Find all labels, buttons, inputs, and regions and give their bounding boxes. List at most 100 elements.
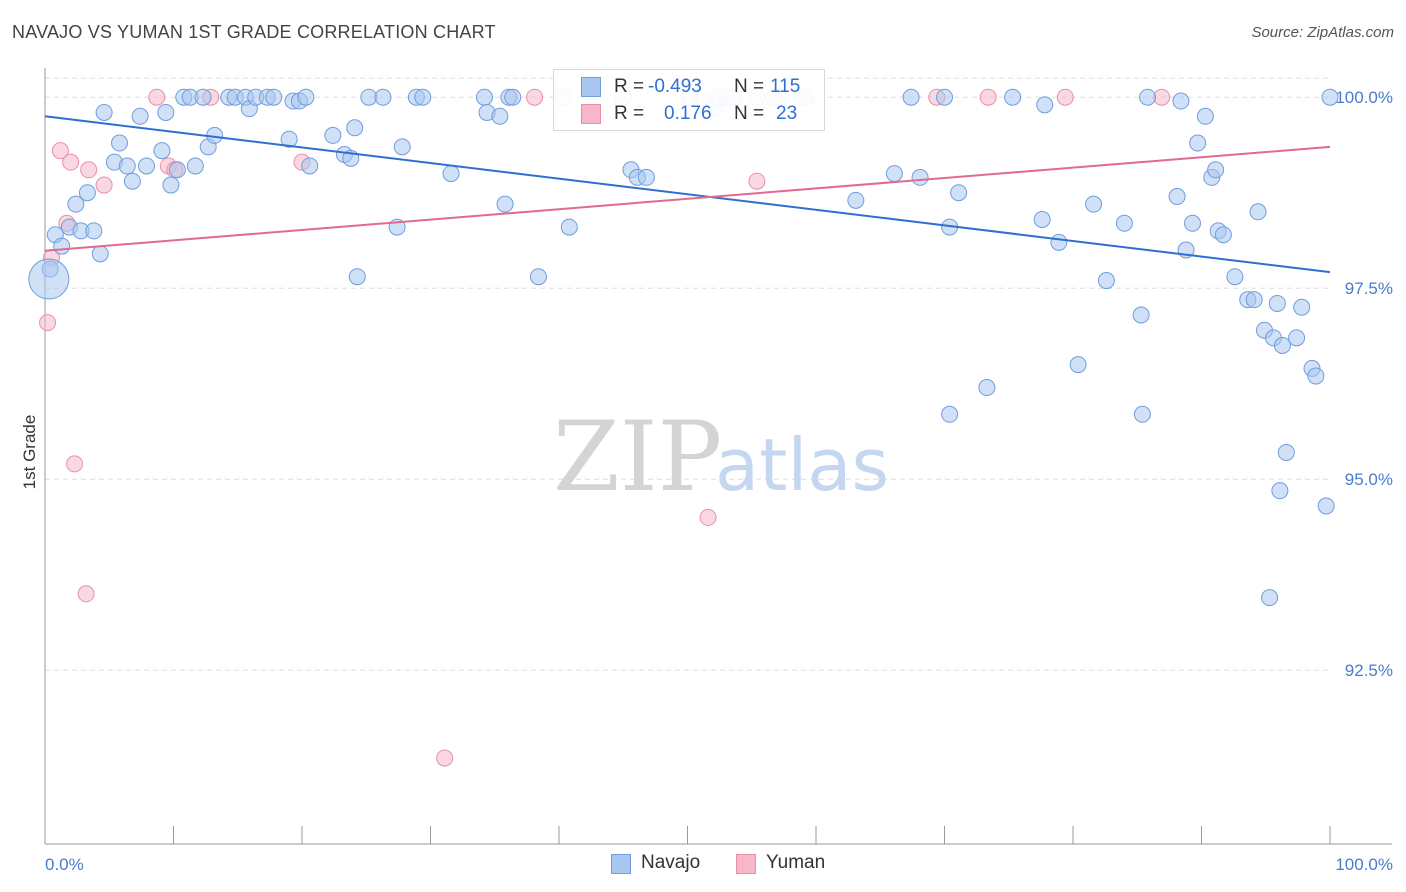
yuman-point — [699, 508, 717, 526]
navajo-point — [1317, 497, 1335, 515]
navajo-point — [393, 138, 411, 156]
navajo-point — [157, 103, 175, 121]
navajo-point — [153, 142, 171, 160]
y-tick-label: 100.0% — [1335, 88, 1393, 107]
x-tick-label: 0.0% — [45, 855, 84, 874]
navajo-point — [67, 195, 85, 213]
navajo-point — [936, 88, 953, 106]
y-tick-label: 95.0% — [1345, 470, 1393, 489]
navajo-point — [91, 245, 109, 263]
gridlines — [45, 77, 1330, 671]
correlation-legend: R = -0.493 N = 115 R = 0.176 N = 23 — [553, 69, 825, 131]
yuman-point — [436, 749, 454, 767]
navajo-point — [95, 103, 113, 121]
yuman-point — [1056, 88, 1074, 106]
yuman-point — [1153, 88, 1171, 106]
navajo-point — [374, 88, 392, 106]
navajo-point — [138, 157, 156, 175]
watermark-zip: ZIP — [553, 401, 722, 513]
navajo-point — [1004, 88, 1022, 106]
navajo-point — [194, 88, 212, 106]
navajo-point — [1277, 443, 1295, 461]
navajo-point — [1196, 107, 1214, 125]
navajo-legend-label: Navajo — [641, 852, 701, 873]
navajo-point — [324, 126, 342, 144]
yuman-point — [39, 314, 57, 332]
y-tick-labels: 100.0% 97.5% 95.0% 92.5% — [1335, 88, 1393, 680]
navajo-point — [360, 88, 378, 106]
yuman-points — [39, 88, 1171, 767]
navajo-point — [950, 184, 968, 202]
trend-lines — [44, 115, 1331, 274]
navajo-point — [1168, 188, 1186, 206]
axes — [44, 68, 1392, 845]
navajo-point — [53, 237, 71, 255]
navajo-point — [1226, 268, 1244, 286]
navajo-point — [560, 218, 578, 236]
navajo-point — [978, 379, 996, 397]
navajo-point — [911, 168, 929, 186]
legend-n-label: N = — [734, 76, 765, 97]
navajo-point — [496, 195, 514, 213]
navajo-point — [1172, 92, 1190, 110]
navajo-point — [1097, 272, 1115, 290]
navajo-point — [348, 268, 366, 286]
legend-r-label: R = — [614, 76, 645, 97]
navajo-point — [1184, 214, 1202, 232]
navajo-point — [78, 184, 96, 202]
watermark-atlas: atlas — [715, 423, 889, 507]
yuman-point — [80, 161, 98, 179]
navajo-point — [1261, 589, 1279, 607]
legend-n-label: N = — [734, 103, 765, 124]
navajo-point — [1273, 337, 1291, 354]
yuman-point — [51, 142, 69, 160]
legend-row-navajo: R = -0.493 N = 115 — [554, 74, 824, 100]
navajo-point — [118, 157, 136, 175]
source-credit: Source: ZipAtlas.com — [1251, 24, 1394, 41]
navajo-point — [297, 88, 315, 106]
y-axis-label: 1st Grade — [20, 415, 39, 490]
navajo-point — [346, 119, 364, 137]
navajo-point — [414, 88, 432, 106]
yuman-point — [148, 88, 166, 106]
navajo-point — [1139, 88, 1157, 106]
navajo-point — [1036, 96, 1054, 114]
navajo-point — [941, 405, 959, 423]
navajo-point — [1069, 356, 1087, 374]
navajo-point — [1288, 329, 1306, 347]
navajo-point — [123, 172, 141, 190]
yuman-point — [66, 455, 84, 473]
yuman-r-value: 0.176 — [664, 103, 712, 124]
yuman-legend-label: Yuman — [766, 852, 826, 873]
navajo-point — [504, 88, 522, 106]
navajo-point — [265, 88, 283, 106]
navajo-point — [1245, 291, 1263, 309]
navajo-point — [1321, 88, 1339, 106]
navajo-point — [847, 191, 865, 209]
navajo-point — [1085, 195, 1103, 213]
navajo-point — [1214, 226, 1232, 244]
yuman-point — [526, 88, 544, 106]
x-tick-labels: 0.0% 100.0% — [45, 855, 1393, 874]
navajo-point — [111, 134, 129, 152]
yuman-point — [77, 585, 95, 603]
yuman-swatch — [581, 104, 601, 124]
yuman-point — [748, 172, 766, 190]
navajo-point — [1293, 298, 1311, 316]
navajo-point — [131, 107, 149, 125]
navajo-point — [475, 88, 493, 106]
y-tick-label: 92.5% — [1345, 661, 1393, 680]
navajo-point — [1268, 294, 1286, 312]
y-tick-label: 97.5% — [1345, 279, 1393, 298]
navajo-point — [1249, 203, 1267, 221]
navajo-point — [1307, 367, 1325, 385]
legend-row-yuman: R = 0.176 N = 23 — [554, 101, 824, 127]
navajo-point — [280, 130, 298, 148]
yuman-n-value: 23 — [776, 103, 798, 124]
navajo-point — [1133, 405, 1151, 423]
navajo-point — [442, 165, 460, 183]
navajo-point — [1189, 134, 1207, 152]
navajo-point — [1050, 233, 1068, 251]
yuman-point — [95, 176, 113, 194]
navajo-trend-line — [44, 115, 1331, 274]
